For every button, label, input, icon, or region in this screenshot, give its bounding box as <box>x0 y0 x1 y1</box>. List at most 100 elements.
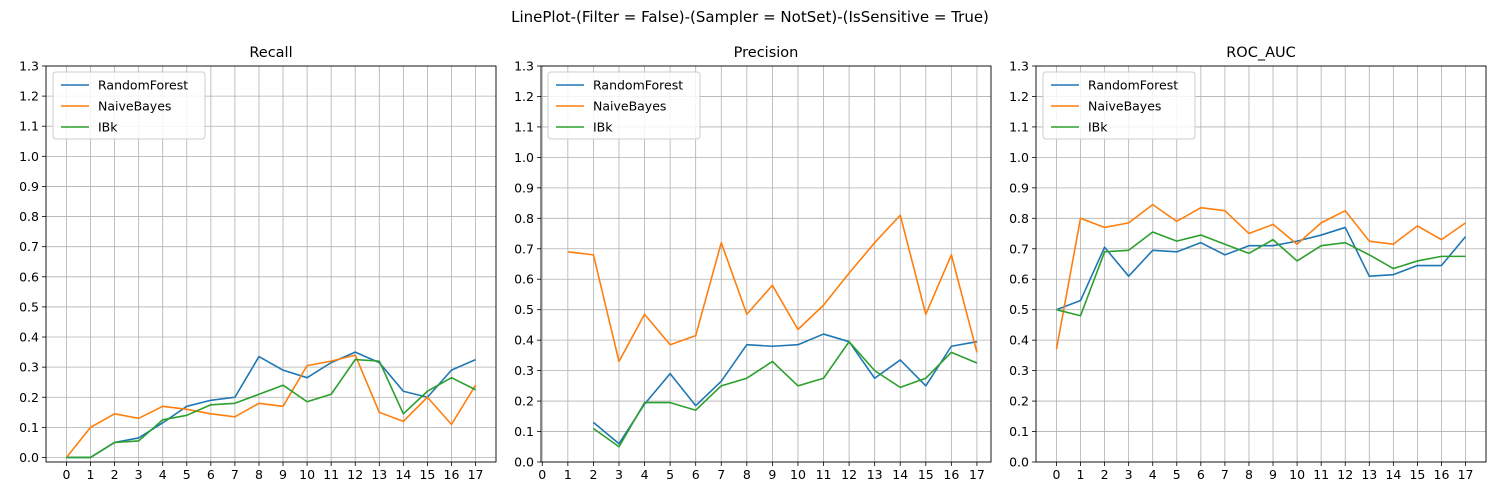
y-tick-label: 1.1 <box>514 119 534 134</box>
x-tick-label: 17 <box>969 467 985 482</box>
legend-label-naivebayes: NaiveBayes <box>593 99 666 114</box>
y-tick-label: 0.3 <box>19 360 39 375</box>
x-tick-label: 14 <box>395 467 411 482</box>
y-tick-label: 0.5 <box>19 299 39 314</box>
y-tick-label: 0.8 <box>1009 211 1029 226</box>
legend-box <box>52 71 206 140</box>
x-tick-label: 1 <box>564 467 572 482</box>
legend: RandomForest NaiveBayes IBk <box>1042 71 1196 140</box>
x-tick-label: 13 <box>1361 467 1377 482</box>
x-tick-label: 11 <box>1313 467 1329 482</box>
y-tick-label: 0.4 <box>19 330 39 345</box>
axes-frame <box>45 65 497 463</box>
x-tick-label: 10 <box>299 467 315 482</box>
y-tick-label: 0.7 <box>19 239 39 254</box>
x-tick-label: 2 <box>1101 467 1109 482</box>
y-tick-label: 1.1 <box>1009 119 1029 134</box>
y-tick-label: 0.0 <box>19 450 39 465</box>
y-tick-label: 0.9 <box>514 180 534 195</box>
x-tick-label: 6 <box>1197 467 1205 482</box>
legend-label-randomforest: RandomForest <box>98 78 188 93</box>
x-tick-label: 0 <box>62 467 70 482</box>
x-tick-label: 6 <box>692 467 700 482</box>
y-tick-label: 1.0 <box>19 149 39 164</box>
x-tick-label: 1 <box>87 467 95 482</box>
y-tick-label: 1.1 <box>19 119 39 134</box>
x-tick-label: 8 <box>1245 467 1253 482</box>
x-tick-label: 12 <box>841 467 857 482</box>
x-tick-label: 7 <box>1221 467 1229 482</box>
y-tick-label: 0.3 <box>1009 363 1029 378</box>
x-tick-label: 17 <box>1458 467 1474 482</box>
x-tick-label: 11 <box>816 467 832 482</box>
y-tick-label: 1.3 <box>19 59 39 74</box>
legend-box <box>1042 71 1196 140</box>
x-tick-label: 2 <box>589 467 597 482</box>
panel-precision: 0 1 2 3 4 5 6 7 8 9 10 11 12 13 14 15 16 170.00.10.20.30.… <box>514 45 992 482</box>
legend-label-naivebayes: NaiveBayes <box>98 99 171 114</box>
legend-label-naivebayes: NaiveBayes <box>1088 99 1161 114</box>
x-tick-label: 5 <box>183 467 191 482</box>
legend-label-randomforest: RandomForest <box>593 78 683 93</box>
x-tick-label: 3 <box>615 467 623 482</box>
x-tick-label: 4 <box>159 467 167 482</box>
y-tick-label: 0.2 <box>1009 394 1029 409</box>
x-tick-label: 13 <box>371 467 387 482</box>
y-tick-label: 1.0 <box>514 150 534 165</box>
y-tick-label: 1.2 <box>514 89 534 104</box>
legend-label-randomforest: RandomForest <box>1088 78 1178 93</box>
panel-title: Precision <box>734 45 799 61</box>
axes-frame <box>1035 65 1487 463</box>
x-tick-label: 14 <box>892 467 908 482</box>
y-tick-label: 0.0 <box>514 455 534 470</box>
x-tick-label: 10 <box>790 467 806 482</box>
panel-recall: 0 1 2 3 4 5 6 7 8 9 10 11 12 13 14 15 16 170.00.10.20.30.… <box>19 45 497 482</box>
y-tick-label: 0.9 <box>19 179 39 194</box>
x-tick-label: 4 <box>641 467 649 482</box>
x-tick-label: 8 <box>743 467 751 482</box>
y-tick-label: 1.0 <box>1009 150 1029 165</box>
axes-frame <box>540 65 992 463</box>
x-tick-label: 9 <box>768 467 776 482</box>
y-tick-label: 0.3 <box>514 363 534 378</box>
x-tick-label: 7 <box>231 467 239 482</box>
y-tick-label: 0.7 <box>1009 241 1029 256</box>
series-line-ibk <box>66 358 476 459</box>
y-tick-label: 0.4 <box>1009 333 1029 348</box>
series-line-naivebayes <box>567 214 978 363</box>
series-line-randomforest <box>66 351 476 459</box>
legend: RandomForest NaiveBayes IBk <box>52 71 206 140</box>
y-tick-label: 0.5 <box>514 302 534 317</box>
y-tick-label: 0.1 <box>19 420 39 435</box>
x-tick-label: 0 <box>1052 467 1060 482</box>
x-tick-label: 17 <box>468 467 484 482</box>
chart-panels: 0 1 2 3 4 5 6 7 8 9 10 11 12 13 14 15 16 170.00.10.20.30.… <box>19 45 1487 482</box>
series-line-naivebayes <box>1055 203 1467 350</box>
legend: RandomForest NaiveBayes IBk <box>547 71 701 140</box>
y-tick-label: 0.5 <box>1009 302 1029 317</box>
panel-roc-auc: 0 1 2 3 4 5 6 7 8 9 10 11 12 13 14 15 16 170.00.10.20.30.… <box>1009 45 1487 482</box>
x-tick-label: 12 <box>347 467 363 482</box>
x-tick-label: 16 <box>444 467 460 482</box>
y-tick-label: 0.9 <box>1009 180 1029 195</box>
x-tick-label: 9 <box>279 467 287 482</box>
y-tick-label: 0.4 <box>514 333 534 348</box>
legend-box <box>547 71 701 140</box>
x-tick-label: 13 <box>867 467 883 482</box>
y-tick-label: 0.6 <box>514 272 534 287</box>
x-tick-label: 14 <box>1385 467 1401 482</box>
legend-label-ibk: IBk <box>98 120 118 135</box>
x-tick-label: 15 <box>419 467 435 482</box>
y-tick-label: 0.1 <box>1009 424 1029 439</box>
y-tick-label: 0.1 <box>514 424 534 439</box>
x-tick-label: 10 <box>1289 467 1305 482</box>
y-tick-label: 0.8 <box>19 209 39 224</box>
y-tick-label: 1.3 <box>1009 59 1029 74</box>
x-tick-label: 12 <box>1337 467 1353 482</box>
series-line-naivebayes <box>65 354 477 458</box>
y-tick-label: 0.0 <box>1009 455 1029 470</box>
y-tick-label: 0.6 <box>1009 272 1029 287</box>
x-tick-label: 5 <box>666 467 674 482</box>
x-tick-label: 15 <box>1409 467 1425 482</box>
